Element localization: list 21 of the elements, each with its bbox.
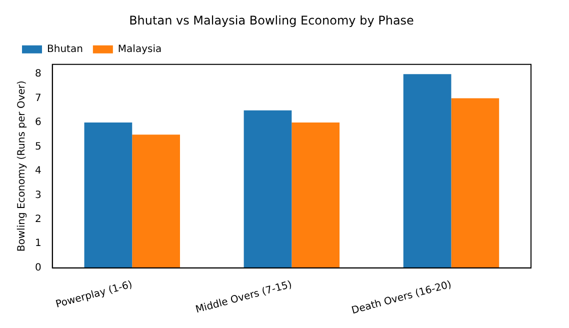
y-tick-label: 0 <box>34 262 42 274</box>
chart-title: Bhutan vs Malaysia Bowling Economy by Phase <box>129 13 414 28</box>
y-tick-label: 2 <box>34 214 42 225</box>
x-tick-label: Death Overs (16-20) <box>350 279 453 317</box>
y-tick-label: 3 <box>34 190 42 201</box>
y-tick-label: 4 <box>34 166 42 177</box>
y-tick-label: 5 <box>34 141 42 152</box>
bar <box>132 134 180 268</box>
x-tick-label: Middle Overs (7-15) <box>194 279 294 316</box>
y-axis-title: Bowling Economy (Runs per Over) <box>16 80 28 252</box>
y-tick-label: 1 <box>34 238 42 250</box>
legend-label: Malaysia <box>118 44 162 55</box>
y-tick-label: 8 <box>34 68 42 80</box>
bar <box>403 74 452 268</box>
legend-label: Bhutan <box>47 44 83 55</box>
bar <box>292 122 340 268</box>
bar <box>244 110 292 268</box>
bar <box>84 122 132 268</box>
bar <box>451 98 500 268</box>
y-tick-label: 6 <box>34 117 42 128</box>
y-tick-label: 7 <box>34 92 42 104</box>
